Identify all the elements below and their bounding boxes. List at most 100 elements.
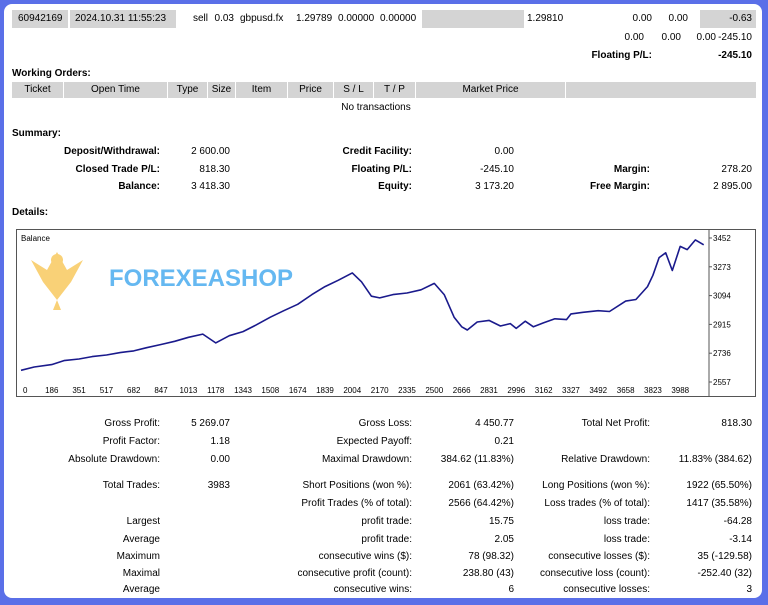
trade-item: gbpusd.fx: [240, 13, 284, 24]
col-open-time: Open Time: [64, 82, 168, 98]
long-positions-label: Long Positions (won %):: [542, 480, 650, 491]
col-item: Item: [236, 82, 288, 98]
y-tick-label: 2915: [713, 320, 731, 329]
closed-pl-label: Closed Trade P/L:: [75, 164, 160, 175]
expected-payoff-label: Expected Payoff:: [336, 436, 412, 447]
avg-cons-wins-value: 6: [508, 584, 514, 595]
watermark-text: FOREXEASHOP: [109, 265, 293, 292]
trade-tp: 0.00000: [380, 13, 417, 24]
avg-cons-wins-label: consecutive wins:: [333, 584, 412, 595]
details-title: Details:: [12, 207, 49, 218]
average-profit-label: profit trade:: [361, 534, 412, 545]
profit-factor-label: Profit Factor:: [102, 436, 160, 447]
x-tick-label: 1839: [316, 386, 334, 395]
trade-taxes: 0.00: [668, 13, 688, 24]
x-tick-label: 2996: [507, 386, 525, 395]
average-loss-value: -3.14: [729, 534, 752, 545]
avg-cons-losses-value: 3: [746, 584, 752, 595]
balance-value: 3 418.30: [191, 181, 230, 192]
average-label: Average: [122, 534, 160, 545]
largest-loss-value: -64.28: [723, 516, 752, 527]
largest-loss-label: loss trade:: [603, 516, 650, 527]
profit-trades-value: 2566 (64.42%): [448, 498, 514, 509]
loss-trades-value: 1417 (35.58%): [686, 498, 752, 509]
max-cons-losses-label: consecutive losses ($):: [548, 551, 650, 562]
x-tick-label: 3658: [617, 386, 635, 395]
closed-pl-value: 818.30: [199, 164, 230, 175]
trade-sl: 0.00000: [338, 13, 375, 24]
working-orders-header: Ticket Open Time Type Size Item Price S …: [12, 82, 756, 98]
col-type: Type: [168, 82, 208, 98]
chart-title: Balance: [21, 234, 50, 243]
y-tick-label: 2736: [713, 349, 731, 358]
long-positions-value: 1922 (65.50%): [686, 480, 752, 491]
max-cons-wins-value: 78 (98.32): [468, 551, 514, 562]
x-tick-label: 1013: [180, 386, 198, 395]
col-ticket: Ticket: [12, 82, 64, 98]
trade-size: 0.03: [214, 13, 234, 24]
report-frame: 60942169 2024.10.31 11:55:23 sell 0.03 g…: [4, 4, 762, 598]
col-sl: S / L: [334, 82, 374, 98]
floating-pl-label: Floating P/L:: [591, 50, 652, 61]
largest-profit-value: 15.75: [488, 516, 514, 527]
y-tick-label: 2557: [713, 378, 731, 387]
max-drawdown-value: 384.62 (11.83%): [440, 454, 514, 465]
x-tick-label: 2500: [425, 386, 443, 395]
net-profit-label: Total Net Profit:: [581, 418, 650, 429]
expected-payoff-value: 0.21: [494, 436, 514, 447]
max-cons-wins-label: consecutive wins ($):: [318, 551, 412, 562]
gross-loss-value: 4 450.77: [475, 418, 514, 429]
x-tick-label: 3988: [671, 386, 689, 395]
x-tick-label: 517: [100, 386, 114, 395]
x-tick-label: 1508: [261, 386, 279, 395]
x-tick-label: 2831: [480, 386, 498, 395]
total-trades-value: 3983: [207, 480, 230, 491]
gross-loss-label: Gross Loss:: [358, 418, 412, 429]
x-tick-label: 1178: [207, 386, 225, 395]
maximal-cons-profit-label: consecutive profit (count):: [297, 568, 413, 579]
trade-commission: 0.00: [632, 13, 652, 24]
short-positions-label: Short Positions (won %):: [302, 480, 413, 491]
profit-factor-value: 1.18: [210, 436, 230, 447]
net-profit-value: 818.30: [721, 418, 752, 429]
avg-cons-losses-label: consecutive losses:: [563, 584, 650, 595]
deposit-label: Deposit/Withdrawal:: [63, 146, 160, 157]
abs-drawdown-label: Absolute Drawdown:: [68, 454, 160, 465]
abs-drawdown-value: 0.00: [210, 454, 230, 465]
balance-chart: Balance FOREXEASHOP 3452 3273 3094 2915 2736…: [16, 229, 756, 397]
x-tick-label: 1674: [289, 386, 307, 395]
profit-trades-label: Profit Trades (% of total):: [301, 498, 412, 509]
balance-series-line: [20, 239, 705, 372]
summary-floating-value: -245.10: [480, 164, 514, 175]
trade-close-price: 1.29810: [527, 13, 564, 24]
equity-value: 3 173.20: [475, 181, 514, 192]
x-tick-label: 351: [72, 386, 86, 395]
x-tick-label: 186: [45, 386, 59, 395]
rel-drawdown-value: 11.83% (384.62): [678, 454, 752, 465]
trade-profit: -0.63: [729, 13, 752, 24]
credit-label: Credit Facility:: [342, 146, 412, 157]
short-positions-value: 2061 (63.42%): [448, 480, 514, 491]
total-commission: 0.00: [624, 32, 644, 43]
gross-profit-label: Gross Profit:: [104, 418, 160, 429]
col-size: Size: [208, 82, 236, 98]
total-swap: 0.00: [696, 32, 716, 43]
x-tick-label: 3162: [535, 386, 553, 395]
largest-profit-label: profit trade:: [361, 516, 412, 527]
x-tick-label: 3492: [589, 386, 607, 395]
average2-label: Average: [122, 584, 160, 595]
col-price: Price: [288, 82, 334, 98]
y-tick-label: 3273: [713, 263, 731, 272]
equity-label: Equity:: [378, 181, 412, 192]
no-transactions: No transactions: [341, 102, 411, 113]
average-loss-label: loss trade:: [603, 534, 650, 545]
deposit-value: 2 600.00: [191, 146, 230, 157]
balance-label: Balance:: [118, 181, 160, 192]
forexeashop-logo-icon: [31, 252, 83, 310]
max-cons-losses-value: 35 (-129.58): [697, 551, 752, 562]
y-tick-label: 3452: [713, 234, 731, 243]
total-taxes: 0.00: [661, 32, 681, 43]
summary-title: Summary:: [12, 128, 61, 139]
x-tick-label: 2335: [398, 386, 416, 395]
maximal-label: Maximal: [122, 568, 160, 579]
